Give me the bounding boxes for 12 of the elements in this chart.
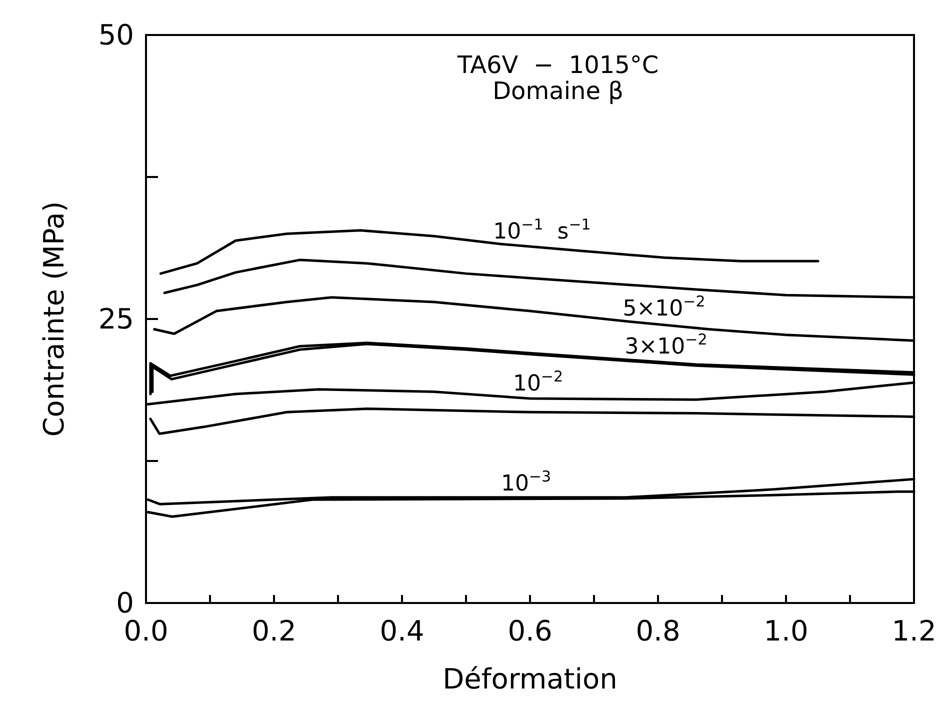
x-tick-label: 1.0	[764, 614, 808, 648]
y-tick-label: 50	[98, 18, 134, 52]
text: TA6V − 1015°C	[456, 51, 659, 79]
x-axis-title: Déformation	[442, 662, 618, 696]
x-tick-label: 0.4	[380, 614, 424, 648]
x-tick-label: 1.2	[892, 614, 936, 648]
y-axis-title: Contrainte (MPa)	[38, 201, 70, 437]
text: Domaine β	[492, 77, 624, 105]
y-tick-label: 25	[98, 302, 134, 336]
x-tick-label: 0.2	[252, 614, 296, 648]
x-tick-label: 0.6	[508, 614, 552, 648]
x-tick-label: 0.8	[636, 614, 680, 648]
